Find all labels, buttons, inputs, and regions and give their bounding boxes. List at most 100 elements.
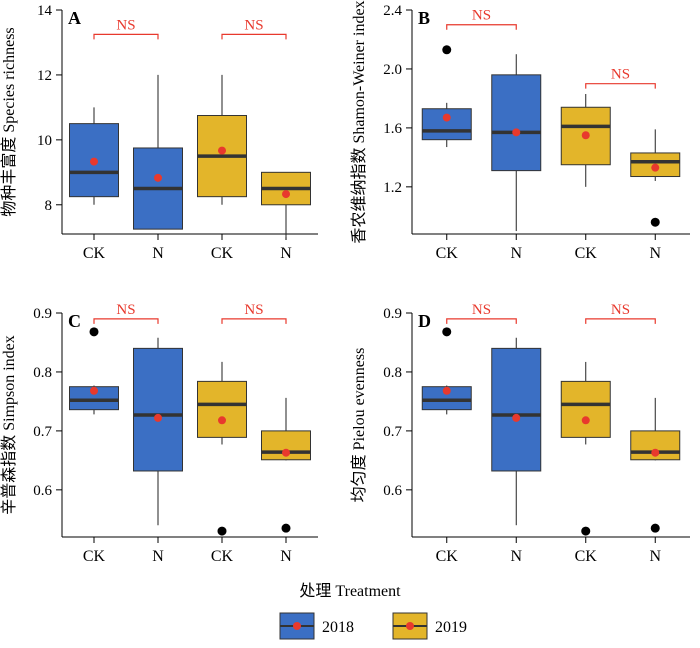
y-tick-label: 0.6 bbox=[33, 483, 52, 499]
legend-label: 2018 bbox=[322, 619, 354, 636]
y-axis-label: 均匀度 Pielou evenness bbox=[350, 348, 368, 503]
y-tick-label: 0.9 bbox=[33, 306, 52, 322]
x-tick-label: CK bbox=[83, 245, 106, 262]
x-tick-label: N bbox=[152, 245, 164, 262]
outlier-point bbox=[650, 523, 660, 533]
significance-bracket bbox=[221, 33, 287, 40]
significance-label: NS bbox=[472, 8, 491, 24]
mean-point bbox=[442, 113, 451, 122]
box-2018 bbox=[133, 347, 183, 472]
y-tick-label: 2.0 bbox=[383, 62, 402, 78]
mean-point bbox=[581, 131, 590, 140]
legend-swatch-mean bbox=[406, 622, 414, 630]
panels-group: 8 10 12 14 物种丰富度 Species richness A CK N CK N NS NS… bbox=[0, 0, 690, 565]
x-tick-label: N bbox=[280, 245, 292, 262]
significance-bracket bbox=[446, 24, 517, 30]
significance-bracket bbox=[221, 318, 287, 324]
significance-label: NS bbox=[611, 67, 630, 83]
legend: 2018 2019 bbox=[279, 612, 467, 640]
x-tick-label: N bbox=[510, 245, 522, 262]
mean-point bbox=[581, 416, 590, 425]
significance-label: NS bbox=[472, 302, 491, 318]
significance-label: NS bbox=[244, 17, 263, 33]
x-tick-label: N bbox=[510, 548, 522, 565]
panel-letter: C bbox=[68, 311, 81, 331]
significance-label: NS bbox=[244, 302, 263, 318]
significance-bracket bbox=[585, 83, 656, 89]
y-axis-label: 物种丰富度 Species richness bbox=[0, 27, 18, 216]
y-tick-label: 0.9 bbox=[383, 306, 402, 322]
outlier-point bbox=[89, 327, 99, 337]
significance-bracket bbox=[446, 318, 517, 324]
legend-swatch-mean bbox=[293, 622, 301, 630]
panel-C: 0.6 0.7 0.8 0.9 辛普森指数 Simpson index C CK N CK N NS… bbox=[0, 302, 318, 565]
mean-point bbox=[512, 413, 521, 422]
x-axis-title: 处理 Treatment bbox=[299, 582, 401, 600]
significance-label: NS bbox=[611, 302, 630, 318]
mean-point bbox=[442, 386, 451, 395]
box-2019 bbox=[261, 430, 311, 461]
significance-bracket bbox=[93, 33, 159, 40]
x-tick-label: CK bbox=[211, 245, 234, 262]
mean-point bbox=[154, 413, 162, 422]
x-tick-label: N bbox=[649, 548, 661, 565]
box-2019 bbox=[197, 380, 247, 438]
mean-point bbox=[218, 416, 226, 425]
x-tick-label: N bbox=[649, 245, 661, 262]
outlier-point bbox=[650, 217, 660, 227]
y-tick-label: 14 bbox=[37, 3, 53, 19]
y-tick-label: 0.8 bbox=[33, 365, 52, 381]
panel-D: 0.6 0.7 0.8 0.9 均匀度 Pielou evenness D CK N CK N NS… bbox=[350, 302, 690, 565]
panel-letter: A bbox=[68, 8, 81, 28]
y-tick-label: 0.6 bbox=[383, 483, 402, 499]
mean-point bbox=[218, 146, 226, 155]
y-tick-label: 0.7 bbox=[33, 424, 52, 440]
mean-point bbox=[90, 157, 98, 166]
mean-point bbox=[512, 128, 521, 137]
significance-label: NS bbox=[116, 17, 135, 33]
outlier-point bbox=[442, 327, 452, 337]
significance-bracket bbox=[93, 318, 159, 324]
significance-label: NS bbox=[116, 302, 135, 318]
box-2018 bbox=[421, 386, 472, 411]
x-tick-label: CK bbox=[575, 245, 598, 262]
panel-letter: B bbox=[418, 8, 430, 28]
mean-point bbox=[651, 448, 660, 457]
y-tick-label: 2.4 bbox=[383, 3, 402, 19]
outlier-point bbox=[581, 526, 591, 536]
mean-point bbox=[90, 386, 98, 395]
x-tick-label: N bbox=[280, 548, 292, 565]
legend-label: 2019 bbox=[435, 619, 467, 636]
box-2018 bbox=[491, 347, 542, 472]
box-2019 bbox=[560, 380, 611, 438]
y-tick-label: 0.8 bbox=[383, 365, 402, 381]
x-tick-label: N bbox=[152, 548, 164, 565]
y-tick-label: 12 bbox=[37, 68, 52, 84]
y-tick-label: 8 bbox=[45, 198, 53, 214]
mean-point bbox=[282, 448, 290, 457]
outlier-point bbox=[281, 523, 291, 533]
y-tick-label: 1.2 bbox=[383, 180, 402, 196]
y-axis-label: 辛普森指数 Simpson index bbox=[0, 335, 18, 515]
mean-point bbox=[651, 163, 660, 172]
significance-bracket bbox=[585, 318, 656, 324]
x-tick-label: CK bbox=[83, 548, 106, 565]
box-2018 bbox=[421, 108, 472, 141]
y-tick-label: 0.7 bbox=[383, 424, 402, 440]
outlier-point bbox=[217, 526, 227, 536]
y-tick-label: 10 bbox=[37, 133, 52, 149]
outlier-point bbox=[442, 45, 452, 55]
panel-A: 8 10 12 14 物种丰富度 Species richness A CK N CK N NS NS bbox=[0, 3, 318, 262]
mean-point bbox=[154, 173, 162, 182]
x-tick-label: CK bbox=[436, 245, 459, 262]
y-tick-label: 1.6 bbox=[383, 121, 402, 137]
mean-point bbox=[282, 190, 290, 199]
y-axis-label: 香农维纳指数 Shamon-Weiner index bbox=[350, 0, 368, 243]
panel-letter: D bbox=[418, 311, 431, 331]
x-tick-label: CK bbox=[211, 548, 234, 565]
box-2018 bbox=[491, 74, 542, 172]
panel-B: 1.2 1.6 2.0 2.4 香农维纳指数 Shamon-Weiner index B C… bbox=[350, 0, 690, 262]
x-tick-label: CK bbox=[575, 548, 598, 565]
x-tick-label: CK bbox=[436, 548, 459, 565]
